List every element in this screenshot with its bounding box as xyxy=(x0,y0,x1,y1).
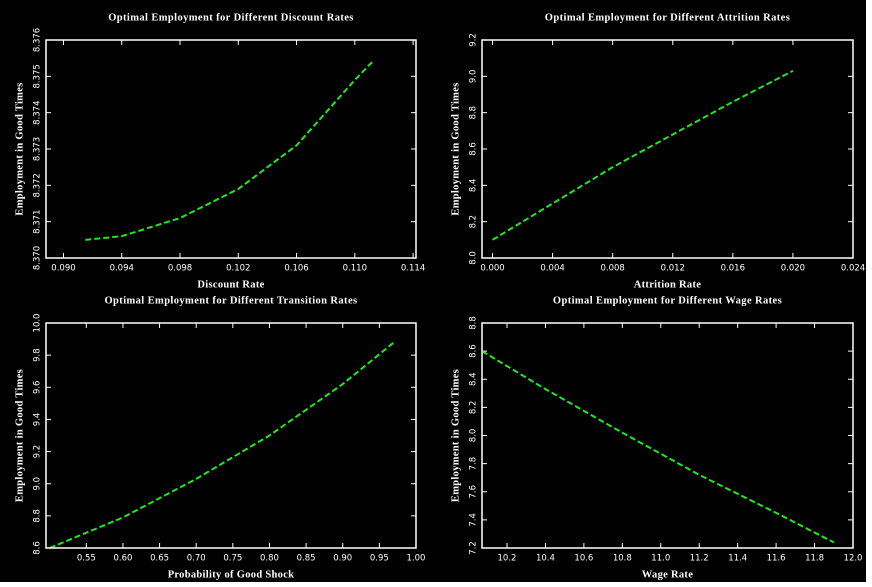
y-tick-label: 8.0 xyxy=(469,429,479,443)
y-tick-label: 8.6 xyxy=(469,344,479,358)
x-tick-label: 0.85 xyxy=(297,554,316,564)
chart-title: Optimal Employment for Different Attriti… xyxy=(545,12,790,23)
x-axis-label: Wage Rate xyxy=(642,569,693,580)
x-tick-label: 0.114 xyxy=(401,264,425,274)
y-tick-label: 8.6 xyxy=(33,541,43,555)
x-tick-label: 11.2 xyxy=(690,554,709,564)
y-tick-label: 8.8 xyxy=(469,106,479,120)
data-line xyxy=(49,341,395,549)
y-tick-label: 8.373 xyxy=(33,137,43,161)
data-line xyxy=(85,61,374,241)
y-axis-label: Employment in Good Times xyxy=(14,369,25,502)
y-tick-label: 8.376 xyxy=(33,28,43,52)
y-tick-label: 8.374 xyxy=(33,100,43,124)
y-tick-label: 8.6 xyxy=(469,142,479,156)
x-tick-label: 0.95 xyxy=(370,554,389,564)
y-tick-label: 9.6 xyxy=(33,381,43,395)
x-tick-label: 0.80 xyxy=(260,554,279,564)
x-axis-label: Probability of Good Shock xyxy=(168,569,295,580)
x-tick-label: 0.000 xyxy=(480,264,504,274)
x-tick-label: 0.70 xyxy=(187,554,206,564)
y-axis-label: Employment in Good Times xyxy=(450,82,461,215)
plot-frame xyxy=(45,39,417,259)
x-tick-label: 0.65 xyxy=(150,554,169,564)
plot-frame xyxy=(45,322,417,549)
x-tick-label: 0.020 xyxy=(781,264,805,274)
x-tick-label: 0.098 xyxy=(168,264,192,274)
x-tick-label: 0.004 xyxy=(540,264,564,274)
x-tick-label: 0.55 xyxy=(77,554,96,564)
x-tick-label: 0.75 xyxy=(223,554,242,564)
y-tick-label: 8.372 xyxy=(33,173,43,197)
x-tick-label: 0.008 xyxy=(601,264,625,274)
x-tick-label: 11.6 xyxy=(767,554,786,564)
y-tick-label: 8.8 xyxy=(469,316,479,330)
x-tick-label: 0.094 xyxy=(110,264,134,274)
y-tick-label: 10.0 xyxy=(33,314,43,333)
x-tick-label: 0.024 xyxy=(841,264,865,274)
y-tick-label: 8.4 xyxy=(469,372,479,386)
x-tick-label: 10.8 xyxy=(613,554,632,564)
plot-frame xyxy=(481,39,854,259)
y-axis-label: Employment in Good Times xyxy=(450,369,461,502)
y-tick-label: 9.4 xyxy=(33,413,43,427)
y-tick-label: 9.8 xyxy=(33,348,43,362)
y-tick-label: 8.375 xyxy=(33,64,43,88)
y-tick-label: 8.4 xyxy=(469,179,479,193)
data-line xyxy=(491,69,794,241)
plot-frame xyxy=(481,322,854,549)
x-tick-label: 10.4 xyxy=(536,554,555,564)
y-tick-label: 8.0 xyxy=(469,251,479,265)
y-tick-label: 8.2 xyxy=(469,401,479,415)
y-tick-label: 9.0 xyxy=(33,477,43,491)
y-tick-label: 7.4 xyxy=(469,513,479,527)
y-tick-label: 9.0 xyxy=(469,70,479,84)
x-tick-label: 0.102 xyxy=(226,264,250,274)
y-tick-label: 8.370 xyxy=(33,246,43,270)
y-tick-label: 7.2 xyxy=(469,541,479,555)
chart-title: Optimal Employment for Different Wage Ra… xyxy=(553,295,782,306)
y-tick-label: 9.2 xyxy=(469,33,479,47)
x-tick-label: 10.6 xyxy=(574,554,593,564)
x-tick-label: 0.60 xyxy=(113,554,132,564)
x-tick-label: 11.8 xyxy=(805,554,824,564)
y-tick-label: 8.8 xyxy=(33,509,43,523)
y-tick-label: 7.8 xyxy=(469,457,479,471)
x-axis-label: Attrition Rate xyxy=(634,279,702,290)
x-tick-label: 11.0 xyxy=(651,554,670,564)
x-tick-label: 0.110 xyxy=(343,264,367,274)
y-tick-label: 8.2 xyxy=(469,215,479,229)
x-tick-label: 10.2 xyxy=(498,554,517,564)
y-tick-label: 7.6 xyxy=(469,485,479,499)
y-tick-label: 9.2 xyxy=(33,445,43,459)
x-tick-label: 0.016 xyxy=(721,264,745,274)
x-tick-label: 11.4 xyxy=(728,554,747,564)
x-axis-label: Discount Rate xyxy=(197,279,264,290)
chart-title: Optimal Employment for Different Discoun… xyxy=(108,12,354,23)
x-tick-label: 0.090 xyxy=(51,264,75,274)
x-tick-label: 12.0 xyxy=(844,554,863,564)
x-tick-label: 1.00 xyxy=(407,554,426,564)
x-tick-label: 0.90 xyxy=(333,554,352,564)
y-tick-label: 8.371 xyxy=(33,209,43,233)
x-tick-label: 0.012 xyxy=(661,264,685,274)
x-tick-label: 0.106 xyxy=(284,264,308,274)
chart-title: Optimal Employment for Different Transit… xyxy=(104,295,357,306)
y-axis-label: Employment in Good Times xyxy=(14,82,25,215)
data-line xyxy=(481,350,835,544)
